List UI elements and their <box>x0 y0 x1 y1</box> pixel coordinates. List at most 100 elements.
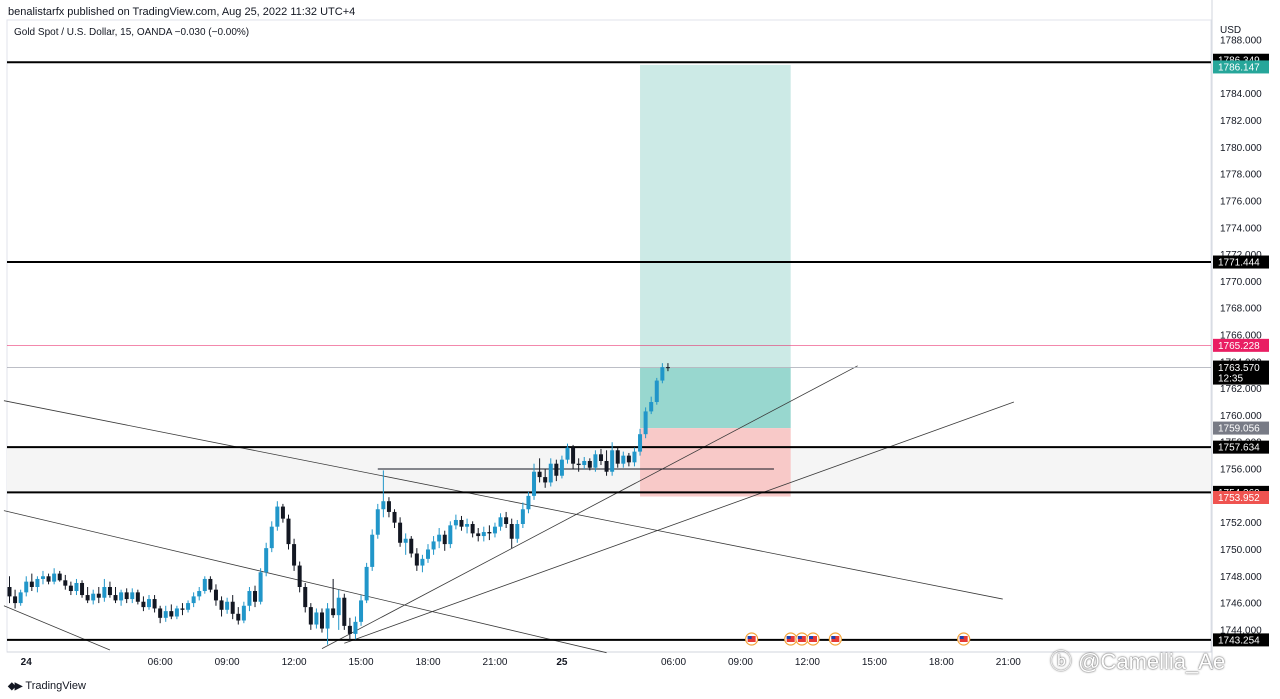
pink-price-tag-bg <box>1213 338 1269 352</box>
candle-body <box>107 587 112 596</box>
y-tick-label: 1768.000 <box>1220 304 1262 315</box>
candle-body <box>587 461 592 468</box>
trend-line <box>321 365 858 650</box>
x-tick-label: 12:00 <box>795 657 820 668</box>
candle-body <box>448 525 453 545</box>
y-tick-label: 1748.000 <box>1220 572 1262 583</box>
candle-body <box>258 572 263 602</box>
target-price-tag: 1786.147 <box>1218 62 1260 73</box>
candle-body <box>604 461 609 472</box>
candle-body <box>124 592 129 600</box>
candle-body <box>598 454 603 461</box>
y-tick-label: 1776.000 <box>1220 196 1262 207</box>
candle-body <box>219 600 224 610</box>
x-tick-label: 18:00 <box>415 657 440 668</box>
candle-body <box>85 595 90 601</box>
y-tick-label: 1774.000 <box>1220 223 1262 234</box>
candle-body <box>180 608 185 610</box>
stop-price-tag: 1753.952 <box>1218 493 1260 504</box>
candle-body <box>174 608 179 617</box>
us-flag-icon-canton <box>831 636 836 639</box>
candle-body <box>297 565 302 587</box>
candle-body <box>191 596 196 604</box>
y-tick-label: 1778.000 <box>1220 170 1262 181</box>
entry-price-tag-bg <box>1213 421 1269 435</box>
candle-body <box>13 596 18 604</box>
candle-body <box>57 573 62 581</box>
published-header: benalistarfx published on TradingView.co… <box>8 6 356 18</box>
y-tick-label: 1744.000 <box>1220 625 1262 636</box>
candle-body <box>537 471 542 478</box>
level-price-tag-bg <box>1213 255 1269 269</box>
candle-body <box>308 607 313 625</box>
candle-body <box>520 509 525 524</box>
candle-body <box>515 524 520 539</box>
candle-body <box>158 608 163 618</box>
candle-body <box>275 506 280 527</box>
stop-price-tag-bg <box>1213 490 1269 504</box>
candle-body <box>253 591 258 602</box>
candle-body <box>147 599 151 608</box>
candle-body <box>554 463 559 476</box>
trend-line <box>3 510 607 654</box>
candle-body <box>565 447 570 460</box>
candle-body <box>208 578 213 590</box>
candle-body <box>7 587 12 597</box>
candle-body <box>381 501 386 510</box>
y-tick-label: 1760.000 <box>1220 411 1262 422</box>
candle-body <box>526 495 531 510</box>
bar-countdown: 12:35 <box>1218 374 1243 385</box>
tradingview-brand: TradingView <box>25 680 86 692</box>
target-price-tag-bg <box>1213 60 1269 74</box>
candle-body <box>459 519 464 527</box>
x-tick-label: 12:00 <box>282 657 307 668</box>
y-tick-label: 1780.000 <box>1220 143 1262 154</box>
candle-body <box>264 548 269 573</box>
trend-line <box>3 605 111 651</box>
candle-body <box>135 592 140 602</box>
x-tick-label: 06:00 <box>661 657 686 668</box>
x-tick-label: 15:00 <box>862 657 887 668</box>
x-tick-label: 06:00 <box>148 657 173 668</box>
candle-body <box>230 601 235 614</box>
candle-body <box>643 411 648 435</box>
tradingview-logo-icon: ◆▶ <box>8 680 22 692</box>
candle-body <box>414 553 419 566</box>
candle-body <box>420 558 425 566</box>
symbol-name: Gold Spot / U.S. Dollar, 15, OANDA <box>14 27 172 38</box>
candle-body <box>426 549 430 559</box>
current-price-tag: 1763.570 <box>1218 363 1260 374</box>
candle-body <box>241 605 246 621</box>
candle-body <box>197 591 202 597</box>
candle-body <box>559 459 564 476</box>
candle-body <box>576 463 581 466</box>
candle-body <box>386 501 391 512</box>
candle-body <box>571 447 576 464</box>
candle-body <box>582 461 587 466</box>
trend-line <box>344 401 1015 644</box>
candle-body <box>331 608 336 616</box>
candle-body <box>163 611 168 618</box>
x-tick-label: 09:00 <box>728 657 753 668</box>
candle-body <box>665 367 670 369</box>
us-flag-icon-canton <box>797 636 802 639</box>
level-price-tag: 1757.634 <box>1218 443 1260 454</box>
y-tick-label: 1752.000 <box>1220 518 1262 529</box>
trend-line <box>3 400 1003 600</box>
currency-label: USD <box>1220 25 1242 36</box>
candle-body <box>649 402 654 412</box>
candle-body <box>40 576 45 579</box>
symbol-legend[interactable]: Gold Spot / U.S. Dollar, 15, OANDA −0.03… <box>14 27 249 38</box>
level-price-tag-bg <box>1213 633 1269 647</box>
candle-body <box>24 581 29 593</box>
candle-body <box>442 534 447 545</box>
candle-body <box>504 517 509 524</box>
candle-body <box>292 544 297 566</box>
x-tick-label: 21:00 <box>996 657 1021 668</box>
candle-body <box>286 518 291 545</box>
y-tick-label: 1750.000 <box>1220 545 1262 556</box>
candle-body <box>46 576 51 582</box>
candle-body <box>347 625 352 634</box>
tradingview-footer[interactable]: ◆▶ TradingView <box>8 680 86 692</box>
